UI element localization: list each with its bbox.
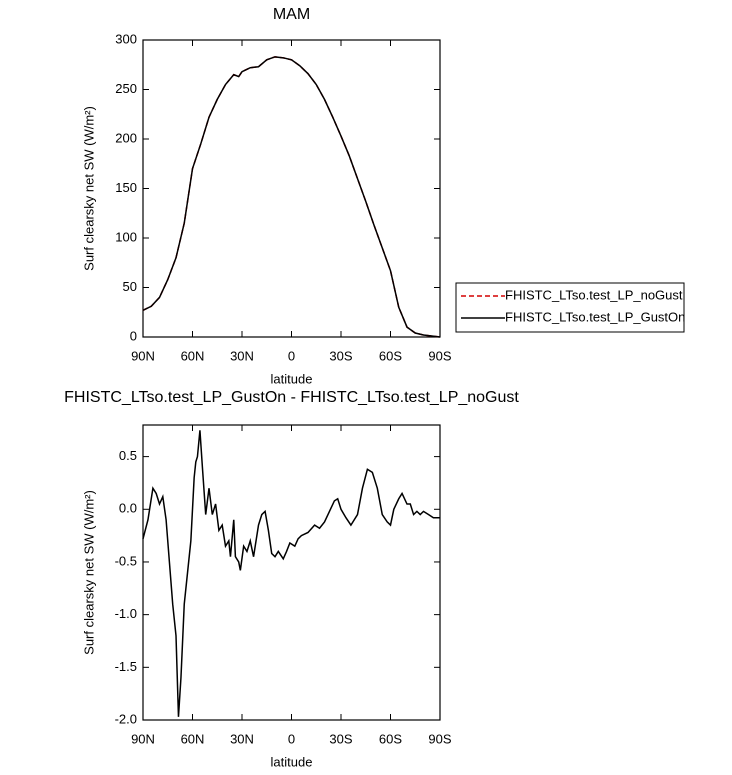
- x-tick-label: 60N: [181, 348, 205, 363]
- x-tick-label: 0: [288, 731, 295, 746]
- y-tick-label: -1.5: [115, 659, 137, 674]
- legend-frame: [455, 282, 685, 333]
- chart-title: MAM: [273, 6, 310, 23]
- legend-label: FHISTC_LTso.test_LP_noGust: [505, 287, 683, 302]
- y-tick-label: 0.0: [119, 501, 137, 516]
- x-tick-label: 30N: [230, 731, 254, 746]
- legend: FHISTC_LTso.test_LP_noGust FHISTC_LTso.te…: [455, 282, 685, 333]
- x-axis-label: latitude: [271, 754, 313, 769]
- x-tick-label: 90S: [428, 348, 451, 363]
- y-tick-label: 300: [115, 31, 137, 46]
- data-line: [142, 56, 441, 338]
- x-tick-label: 30S: [329, 731, 352, 746]
- y-tick-label: -1.0: [115, 606, 137, 621]
- x-tick-label: 30N: [230, 348, 254, 363]
- y-tick-label: 50: [123, 279, 137, 294]
- y-tick-label: 0: [130, 328, 137, 343]
- x-tick-label: 30S: [329, 348, 352, 363]
- x-tick-label: 60S: [379, 348, 402, 363]
- x-axis-label: latitude: [271, 371, 313, 386]
- x-tick-label: 60S: [379, 731, 402, 746]
- plot-frame: [142, 39, 441, 338]
- y-tick-label: 250: [115, 81, 137, 96]
- y-tick-label: 0.5: [119, 448, 137, 463]
- x-tick-label: 90S: [428, 731, 451, 746]
- y-axis-label: Surf clearsky net SW (W/m²): [81, 106, 96, 271]
- legend-label: FHISTC_LTso.test_LP_GustOn: [505, 309, 685, 324]
- y-tick-label: -2.0: [115, 711, 137, 726]
- x-tick-label: 90N: [131, 348, 155, 363]
- x-tick-label: 0: [288, 348, 295, 363]
- plot-frame: [142, 424, 441, 721]
- y-tick-label: 200: [115, 130, 137, 145]
- data-line: [142, 430, 440, 717]
- x-tick-label: 60N: [181, 731, 205, 746]
- x-tick-label: 90N: [131, 731, 155, 746]
- y-tick-label: 100: [115, 229, 137, 244]
- y-axis-label: Surf clearsky net SW (W/m²): [81, 490, 96, 655]
- y-tick-label: 150: [115, 180, 137, 195]
- chart-title: FHISTC_LTso.test_LP_GustOn - FHISTC_LTso…: [64, 389, 519, 406]
- y-tick-label: -0.5: [115, 553, 137, 568]
